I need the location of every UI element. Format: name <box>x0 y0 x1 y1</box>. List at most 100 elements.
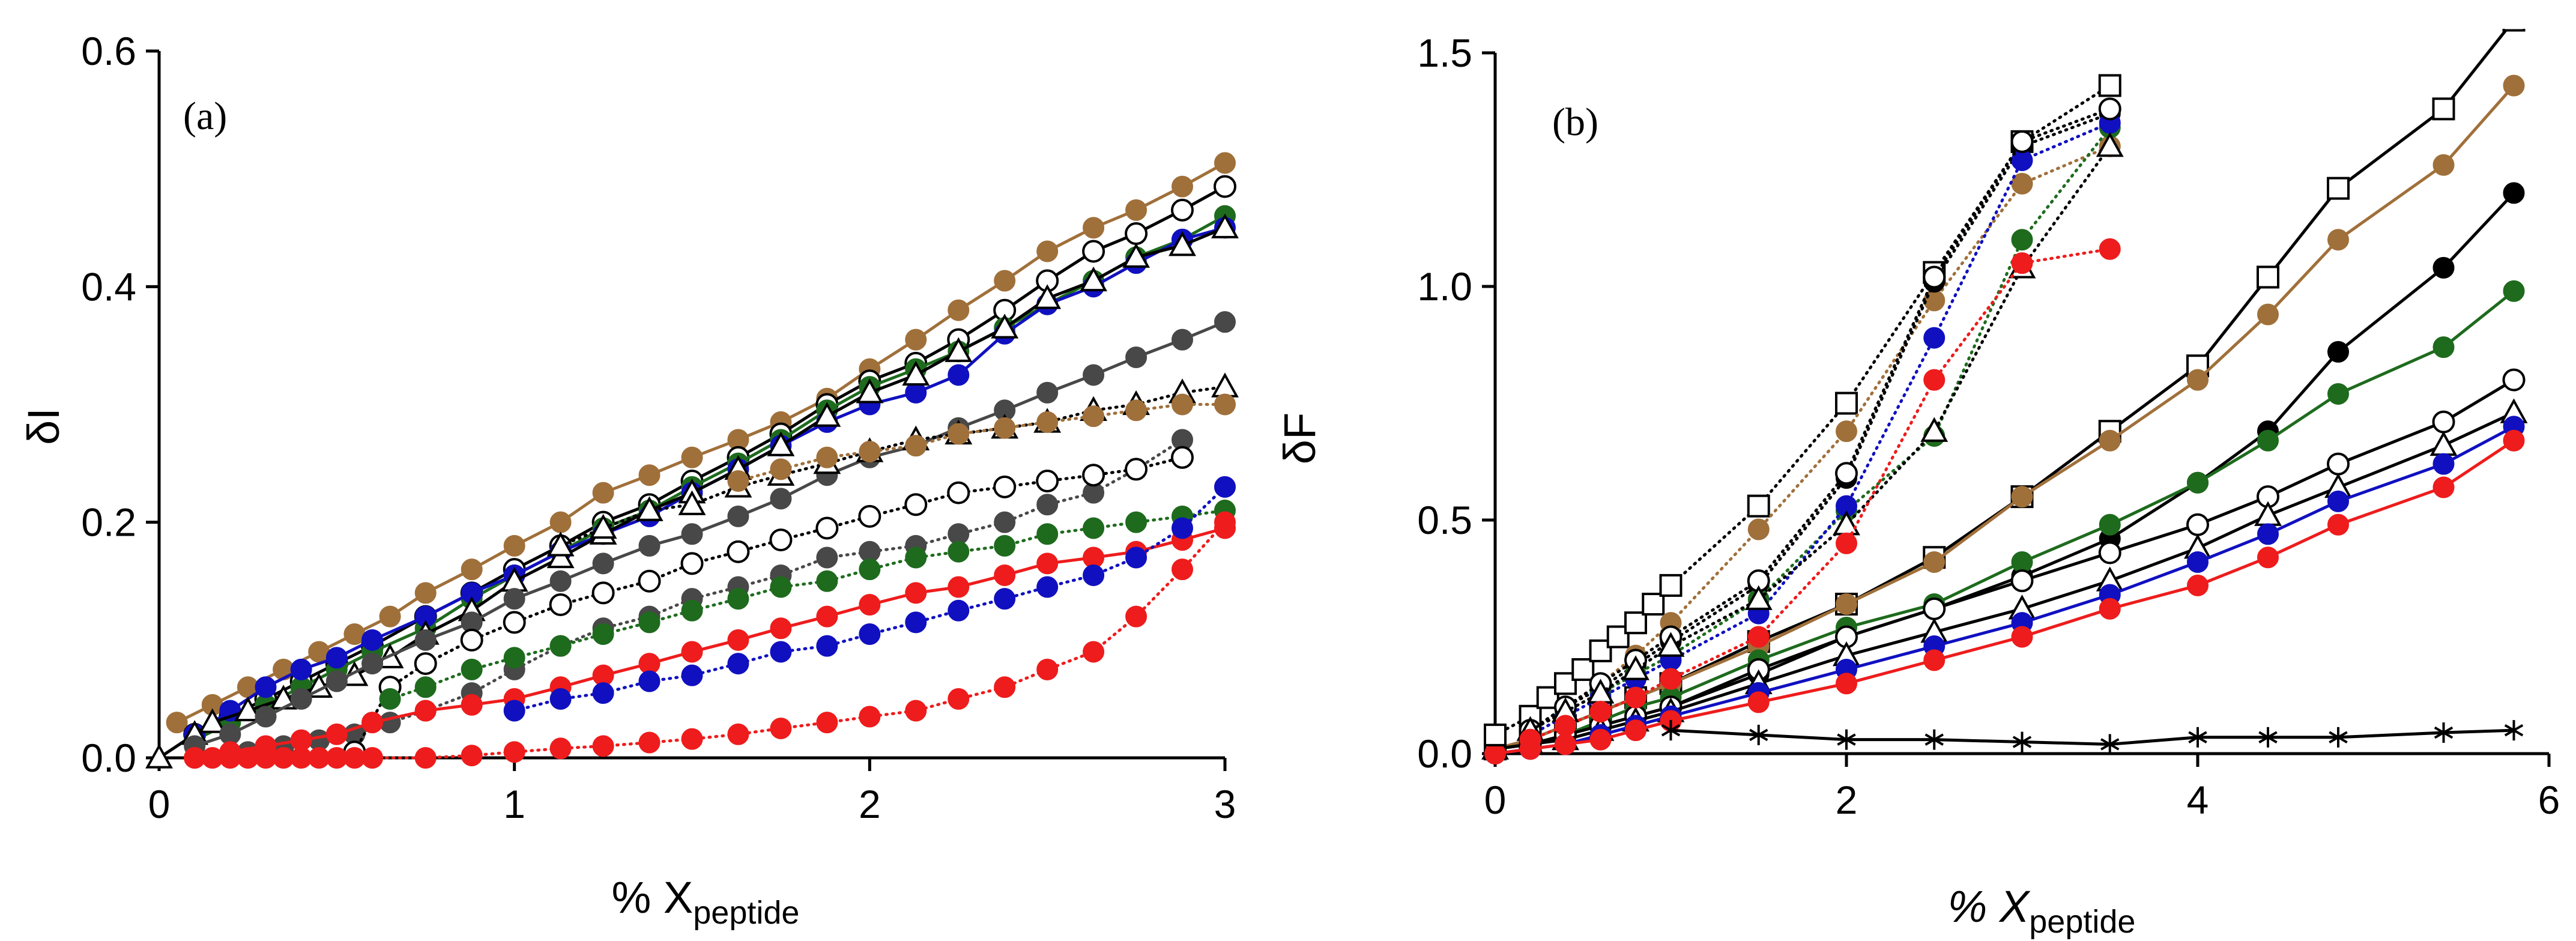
panel-a-series-1-point <box>1171 198 1194 222</box>
panel-a-series-6-point <box>589 513 617 539</box>
panel-a-series-9-point <box>815 516 839 540</box>
panel-a-series-5-point <box>770 488 792 510</box>
panel-b-series-15-point <box>1744 585 1773 610</box>
panel-b-series-7-point <box>1923 649 1946 671</box>
panel-b-series-1-point <box>2432 154 2455 176</box>
panel-a-series-0-point <box>1083 217 1105 239</box>
panel-b-series-2-point <box>2432 256 2455 279</box>
panel-a-series-0-point <box>549 511 572 533</box>
panel-a-series-13-point <box>1036 658 1059 680</box>
panel-b-series-6-line <box>1495 425 2515 755</box>
panel-a-series-13 <box>184 511 1236 769</box>
panel-a-series-0-point <box>994 270 1016 292</box>
panel-b-series-4-point <box>1923 597 1946 620</box>
panel-a-series-4-point <box>1033 284 1062 309</box>
panel-a-series-6-point <box>678 490 706 515</box>
panel-a-series-9-point <box>503 611 526 634</box>
panel-b-series-3-point <box>2327 383 2349 405</box>
panel-b-series-9-point <box>1624 611 1647 635</box>
panel-b-series-7-point <box>1625 719 1646 742</box>
panel-a-series-3-point <box>325 647 348 669</box>
panel-b-series-8-point <box>2188 727 2207 748</box>
panel-a-y-tick-label: 0.2 <box>81 500 136 545</box>
panel-a-series-11-point <box>1036 552 1059 575</box>
panel-a-series-12-point <box>638 670 661 692</box>
panel-a-series-7-point <box>816 446 838 468</box>
panel-b-series-0-point <box>2502 29 2526 32</box>
panel-a-series-10-point <box>681 599 703 622</box>
panel-a-series-10-point <box>1083 517 1105 539</box>
panel-b-series-11-line <box>1529 112 2112 732</box>
panel-b-series-4-point <box>2327 452 2350 476</box>
panel-a-series-0-point <box>166 712 188 734</box>
panel-b-series-9-point <box>1571 658 1595 681</box>
panel-b-series-14-point <box>2010 130 2034 153</box>
panel-a-series-1-point <box>1125 222 1148 246</box>
panel-b-series-0-point <box>2257 265 2279 289</box>
panel-a-series-13-point <box>503 741 525 763</box>
panel-a-series-11-point <box>681 641 703 663</box>
panel-a-series-4-point <box>1080 266 1108 292</box>
panel-a-series-10-point <box>770 576 792 598</box>
panel-b-series-10-point <box>1747 518 1770 540</box>
panel-b-series-8-point <box>1661 720 1681 741</box>
panel-a-xlabel-sub: peptide <box>693 895 799 931</box>
panel-a-series-10-point <box>379 688 401 710</box>
panel-a-series-9-point <box>1082 464 1105 487</box>
panel-a-series-11 <box>184 517 1236 769</box>
panel-b: (b) δF % Xpeptide 0 2 4 6 0.0 0.5 1.0 1.5 <box>1275 29 2560 940</box>
panel-a-series-9-point <box>1125 458 1148 481</box>
panel-b-series-9-point <box>1747 494 1770 518</box>
panel-b-series-16-point <box>1555 715 1576 737</box>
panel-b-series-3-point <box>2432 336 2455 359</box>
panel-a-series-11-point <box>859 593 881 616</box>
panel-b-series-8-point <box>2012 731 2032 752</box>
panel-b-series-1-point <box>1836 593 1857 616</box>
panel-a-series-6-line <box>559 385 1227 548</box>
panel-a-series-7-point <box>1083 405 1105 428</box>
panel-a-series-4-point <box>856 378 884 404</box>
panel-a-series-11-point <box>905 582 927 604</box>
panel-b-series-5-line <box>1495 411 2515 751</box>
panel-b-series-4-point <box>2010 569 2034 593</box>
panel-b-series-15-point <box>2096 132 2124 157</box>
panel-b-series-7-point <box>2257 546 2279 569</box>
panel-b-x-tick-label: 2 <box>1836 778 1858 822</box>
panel-a-series-11-point <box>770 617 792 640</box>
panel-a-series-9-point <box>414 652 437 676</box>
panel-a-series-7 <box>727 393 1236 492</box>
panel-a-series-4-point <box>1211 213 1239 238</box>
panel-a-series-12-point <box>770 641 792 663</box>
panel-b-series-15-line <box>1529 145 2112 732</box>
panel-b-y-tick-label: 0.0 <box>1417 731 1472 776</box>
panel-a-series-12-point <box>1172 517 1193 539</box>
panel-b-series-9-point <box>2098 74 2121 97</box>
panel-b-series-8-point <box>1749 724 1768 745</box>
panel-a-ylabel: δI <box>19 408 68 445</box>
panel-a-series-7-point <box>1172 393 1193 416</box>
panel-b-series-8-point <box>2329 727 2348 748</box>
panel-b-series-6-point <box>2187 551 2209 573</box>
panel-a-x-tick-label: 1 <box>503 782 525 826</box>
panel-b-series-6-point <box>2257 523 2279 545</box>
panel-b-series-3-line <box>1495 289 2515 751</box>
panel-a-series-4-point <box>1169 231 1196 256</box>
panel-a-series-6-point <box>1211 372 1239 398</box>
panel-b-series-9-point <box>1659 573 1683 597</box>
panel-a-series-12-point <box>549 688 572 710</box>
panel-a-series-0-point <box>638 464 661 486</box>
panel-b-series-5-point <box>2254 501 2282 526</box>
panel-b-series-16-point <box>2099 238 2121 260</box>
panel-b-series-15-point <box>1920 417 1949 442</box>
panel-b-series-16-point <box>1660 668 1682 690</box>
panel-a-series-3 <box>184 217 1236 745</box>
panel-b-series-8 <box>1661 720 2524 755</box>
panel-b-series-1-point <box>2011 486 2033 508</box>
panel-b-series-8-point <box>1837 729 1856 750</box>
panel-a-series-11-point <box>325 723 348 745</box>
panel-a-series-9-point <box>1171 446 1194 469</box>
panel-b-xlabel-main: % X <box>1948 882 2031 931</box>
panel-a-series-0-point <box>948 299 970 321</box>
panel-b-series-7-point <box>2187 574 2209 596</box>
panel-a-series-3-point <box>948 364 970 386</box>
